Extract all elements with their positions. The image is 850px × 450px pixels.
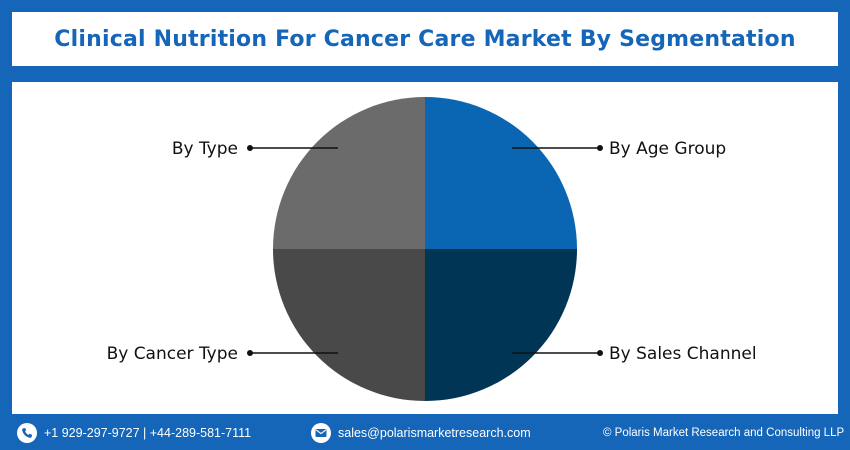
callout-dot-by-type [247,145,253,151]
pie-slice-by-age-group [425,97,577,249]
pie-chart: By Age Group By Sales Channel By Cancer Ty… [107,97,757,401]
callout-dot-by-sales-channel [597,350,603,356]
phone-numbers: +1 929-297-9727 | +44-289-581-7111 [44,426,252,440]
callout-dot-by-age-group [597,145,603,151]
chart-title: Clinical Nutrition For Cancer Care Marke… [54,26,796,52]
pie-slice-by-cancer-type [273,249,425,401]
pie-slice-by-sales-channel [425,249,577,401]
chart-panel: By Age Group By Sales Channel By Cancer Ty… [12,82,838,414]
slice-label-by-sales-channel: By Sales Channel [609,344,757,364]
pie-slice-by-type [273,97,425,249]
copyright-text: © Polaris Market Research and Consulting… [603,427,845,439]
footer-phone: +1 929-297-9727 | +44-289-581-7111 [17,416,251,450]
slice-label-by-age-group: By Age Group [609,139,726,159]
slice-label-by-type: By Type [172,139,238,159]
slice-label-by-cancer-type: By Cancer Type [107,344,238,364]
footer: +1 929-297-9727 | +44-289-581-7111 sales… [0,416,850,450]
footer-email: sales@polarismarketresearch.com [311,416,531,450]
mail-icon [311,423,331,443]
title-box: Clinical Nutrition For Cancer Care Marke… [12,12,838,66]
footer-copyright: © Polaris Market Research and Consulting… [603,416,844,450]
phone-icon [17,423,37,443]
callout-dot-by-cancer-type [247,350,253,356]
email-address[interactable]: sales@polarismarketresearch.com [338,426,531,440]
